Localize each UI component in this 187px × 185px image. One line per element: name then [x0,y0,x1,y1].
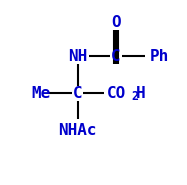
Text: C: C [73,86,82,101]
Text: NH: NH [68,49,87,64]
Text: NHAc: NHAc [58,123,97,138]
Text: Ph: Ph [150,49,169,64]
Text: CO: CO [107,86,126,101]
Text: O: O [111,15,121,30]
Text: Me: Me [32,86,51,101]
Text: H: H [136,86,145,101]
Text: 2: 2 [132,90,139,103]
Text: C: C [111,49,121,64]
